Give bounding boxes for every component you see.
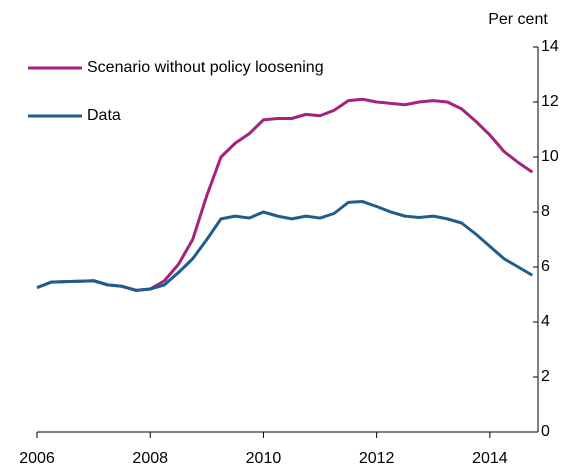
y-tick-label: 4 bbox=[541, 313, 550, 330]
y-tick-label: 12 bbox=[541, 93, 559, 110]
y-tick-label: 10 bbox=[541, 148, 559, 165]
x-tick-label: 2014 bbox=[472, 450, 508, 467]
y-tick-label: 6 bbox=[541, 258, 550, 275]
y-tick-label: 14 bbox=[541, 38, 559, 55]
series-line bbox=[36, 200, 534, 292]
x-tick-label: 2006 bbox=[19, 450, 55, 467]
x-tick-label: 2012 bbox=[359, 450, 395, 467]
x-tick-label: 2010 bbox=[246, 450, 282, 467]
legend-label: Scenario without policy loosening bbox=[87, 59, 324, 76]
y-tick-label: 0 bbox=[541, 423, 550, 440]
y-tick-label: 8 bbox=[541, 203, 550, 220]
y-tick-label: 2 bbox=[541, 368, 550, 385]
y-axis-label: Per cent bbox=[488, 11, 548, 28]
x-tick-label: 2008 bbox=[132, 450, 168, 467]
legend-label: Data bbox=[87, 107, 121, 124]
series-line bbox=[36, 97, 534, 292]
